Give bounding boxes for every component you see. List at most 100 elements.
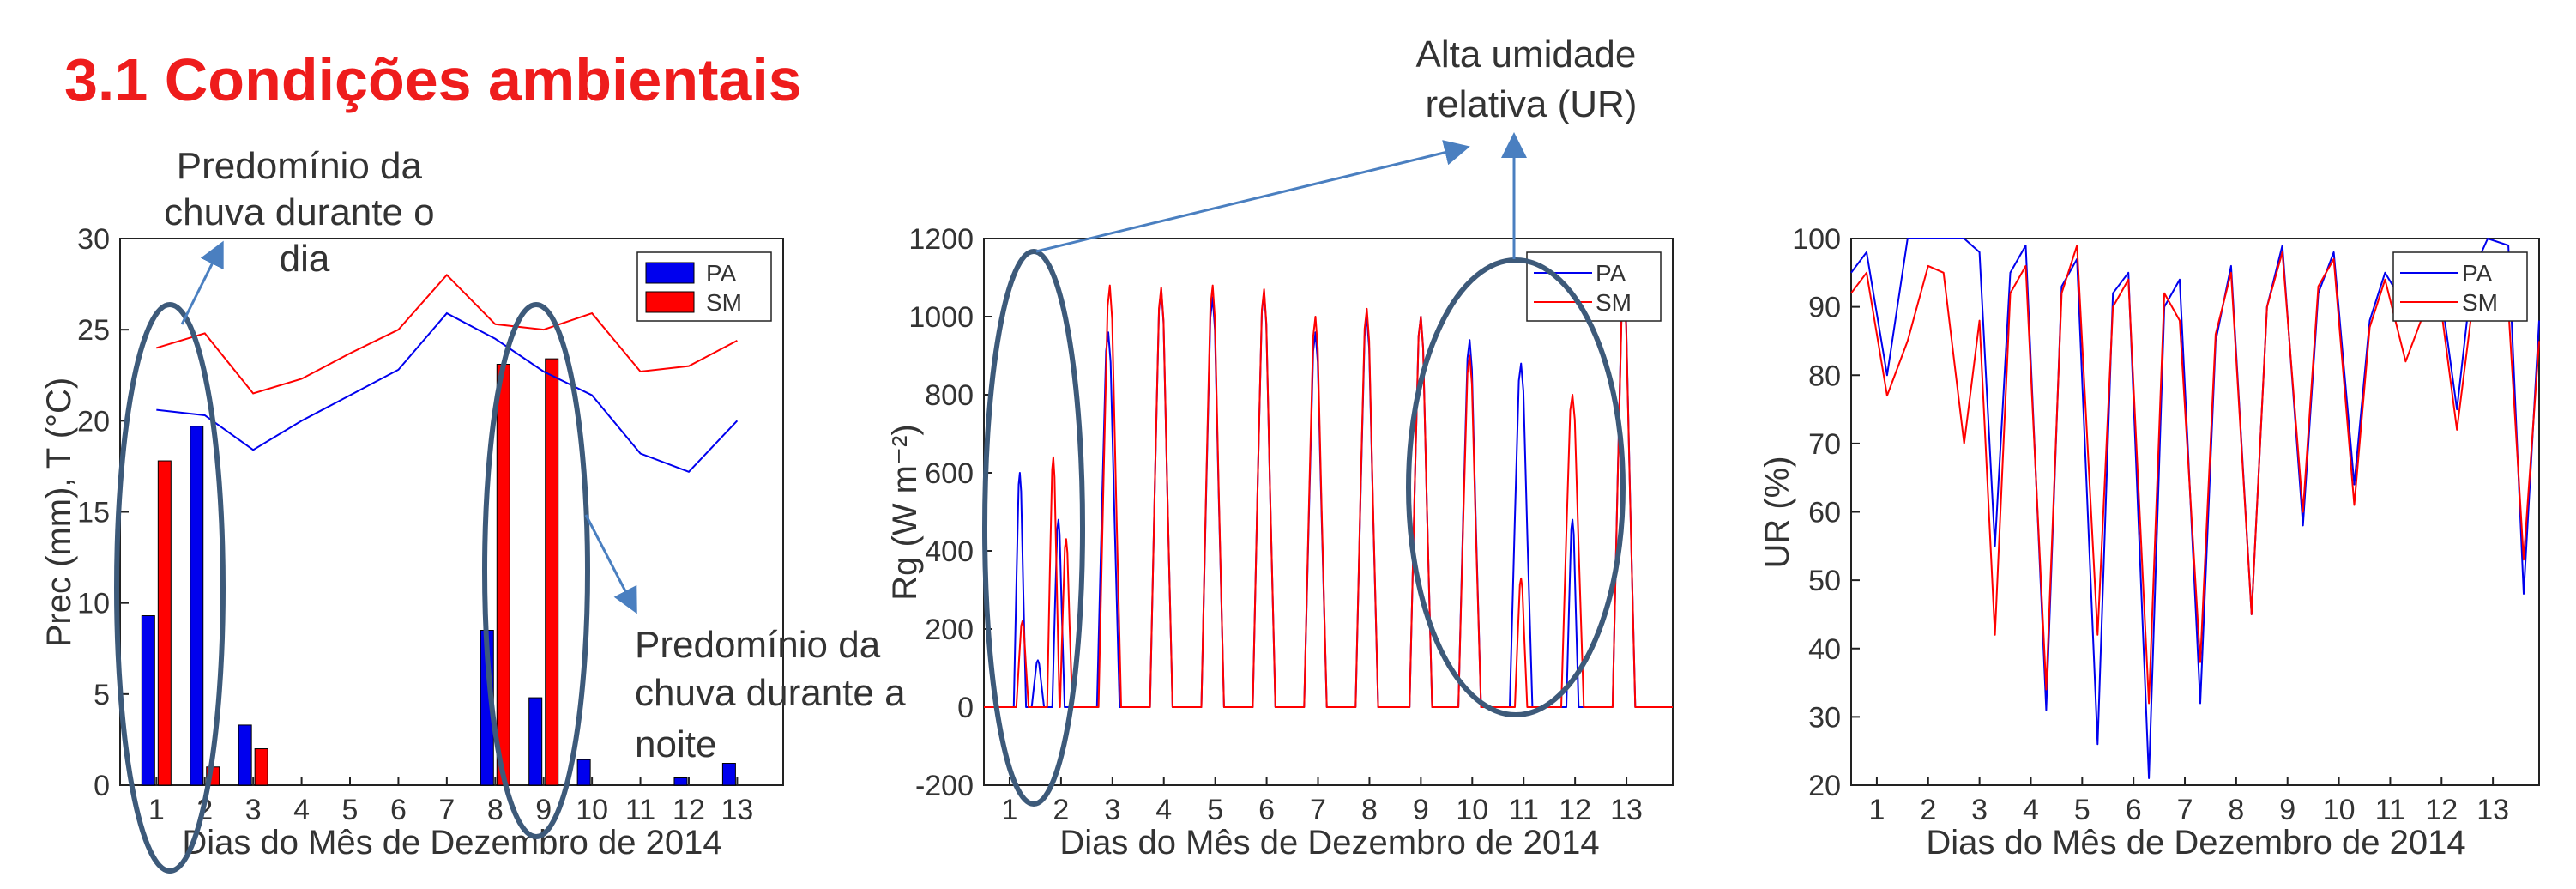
- x-tick-label: 7: [2177, 794, 2193, 826]
- x-tick-label: 13: [721, 794, 753, 826]
- bar-sm: [545, 358, 559, 786]
- y-tick-label: 600: [925, 457, 974, 490]
- series-line-temp-pa: [156, 311, 739, 473]
- x-tick-label: 12: [2425, 794, 2458, 826]
- bar-pa: [576, 759, 591, 786]
- x-tick-label: 13: [2476, 794, 2509, 826]
- x-tick-label: 5: [1207, 794, 1223, 826]
- y-tick-label: 200: [925, 614, 974, 646]
- x-tick-label: 2: [1053, 794, 1069, 826]
- x-tick-label: 11: [1509, 794, 1539, 826]
- x-tick-label: 11: [2375, 794, 2405, 826]
- legend-swatch: [645, 262, 695, 284]
- y-tick-label: 1200: [908, 223, 974, 256]
- y-tick-label: 50: [1808, 565, 1841, 597]
- y-tick-label: 60: [1808, 497, 1841, 529]
- y-tick-label: 800: [925, 379, 974, 412]
- legend-label: PA: [706, 260, 737, 287]
- legend-label: PA: [1596, 260, 1626, 287]
- callout-ellipse-days-8-9: [482, 302, 590, 839]
- x-tick-label: 4: [1155, 794, 1172, 826]
- callout-ellipse-radiation-days-1-2: [982, 249, 1085, 807]
- x-tick-label: 4: [2023, 794, 2039, 826]
- x-tick-label: 9: [535, 794, 552, 826]
- y-tick-label: 25: [77, 314, 110, 347]
- x-tick-label: 3: [1971, 794, 1988, 826]
- y-axis-label: Prec (mm), T (°C): [40, 378, 78, 648]
- y-tick-label: 0: [94, 770, 110, 802]
- y-axis-label: Rg (W m⁻²): [886, 424, 924, 601]
- y-tick-label: 70: [1808, 428, 1841, 461]
- legend-box: [2392, 251, 2528, 322]
- y-tick-label: 40: [1808, 633, 1841, 666]
- legend-box: [1526, 251, 1662, 322]
- arrow-humidity-left: [1035, 140, 1470, 253]
- legend-label: SM: [1596, 289, 1632, 316]
- x-tick-label: 4: [293, 794, 310, 826]
- x-tick-label: 10: [576, 794, 608, 826]
- y-tick-label: 80: [1808, 360, 1841, 392]
- x-tick-label: 7: [438, 794, 455, 826]
- x-tick-label: 6: [390, 794, 407, 826]
- legend-label: SM: [706, 289, 742, 316]
- annotation-rain-night: Predomínio da chuva durante a noite: [635, 624, 916, 765]
- x-tick-label: 1: [148, 794, 165, 826]
- series-line-sm: [984, 284, 1673, 708]
- x-tick-label: 8: [2228, 794, 2244, 826]
- callout-ellipse-radiation-days-9-12: [1406, 257, 1626, 717]
- page-title: 3.1 Condições ambientais: [64, 46, 802, 113]
- x-axis-label: Dias do Mês de Dezembro de 2014: [1059, 824, 1599, 862]
- y-tick-label: 400: [925, 535, 974, 568]
- y-tick-label: 20: [1808, 770, 1841, 802]
- x-tick-label: 8: [487, 794, 504, 826]
- legend-label: PA: [2462, 260, 2493, 287]
- x-tick-label: 7: [1310, 794, 1326, 826]
- legend-swatch: [645, 291, 695, 313]
- y-tick-label: 30: [1808, 701, 1841, 734]
- bar-sm: [496, 364, 510, 786]
- x-axis-label: Dias do Mês de Dezembro de 2014: [1926, 824, 2465, 862]
- x-tick-label: 13: [1610, 794, 1643, 826]
- x-tick-label: 11: [625, 794, 655, 826]
- y-axis-label: UR (%): [1759, 456, 1796, 568]
- x-axis-label: Dias do Mês de Dezembro de 2014: [182, 824, 721, 862]
- bar-pa: [190, 426, 204, 786]
- x-tick-label: 2: [1920, 794, 1936, 826]
- y-tick-label: 15: [77, 497, 110, 529]
- y-tick-label: 0: [957, 692, 974, 724]
- x-tick-label: 12: [1559, 794, 1591, 826]
- x-tick-label: 1: [1868, 794, 1885, 826]
- x-tick-label: 5: [2074, 794, 2090, 826]
- bar-pa: [721, 763, 736, 786]
- arrow-rain-day: [180, 240, 224, 325]
- y-tick-label: 10: [77, 588, 110, 620]
- x-tick-label: 3: [245, 794, 262, 826]
- bar-pa: [238, 724, 252, 786]
- x-tick-label: 5: [342, 794, 359, 826]
- x-tick-label: 6: [1258, 794, 1275, 826]
- y-tick-label: 30: [77, 223, 110, 256]
- x-tick-label: 12: [673, 794, 705, 826]
- y-tick-label: 1000: [908, 301, 974, 334]
- x-tick-label: 9: [2279, 794, 2295, 826]
- bar-pa: [141, 615, 155, 786]
- y-tick-label: 100: [1792, 223, 1841, 256]
- x-tick-label: 1: [1002, 794, 1018, 826]
- x-tick-label: 6: [2126, 794, 2142, 826]
- annotation-rain-day: Predomínio da chuva durante o dia: [164, 145, 445, 280]
- y-tick-label: -200: [915, 770, 974, 802]
- annotation-high-humidity: Alta umidade relativa (UR): [1415, 33, 1646, 125]
- bar-pa: [528, 697, 543, 786]
- series-line-pa: [984, 288, 1673, 708]
- y-tick-label: 5: [94, 679, 110, 711]
- series-line-temp-sm: [156, 274, 738, 395]
- bar-sm: [254, 748, 268, 786]
- bar-pa: [673, 777, 688, 786]
- x-tick-label: 10: [1456, 794, 1488, 826]
- arrow-rain-night: [584, 514, 637, 614]
- bar-sm: [157, 460, 172, 786]
